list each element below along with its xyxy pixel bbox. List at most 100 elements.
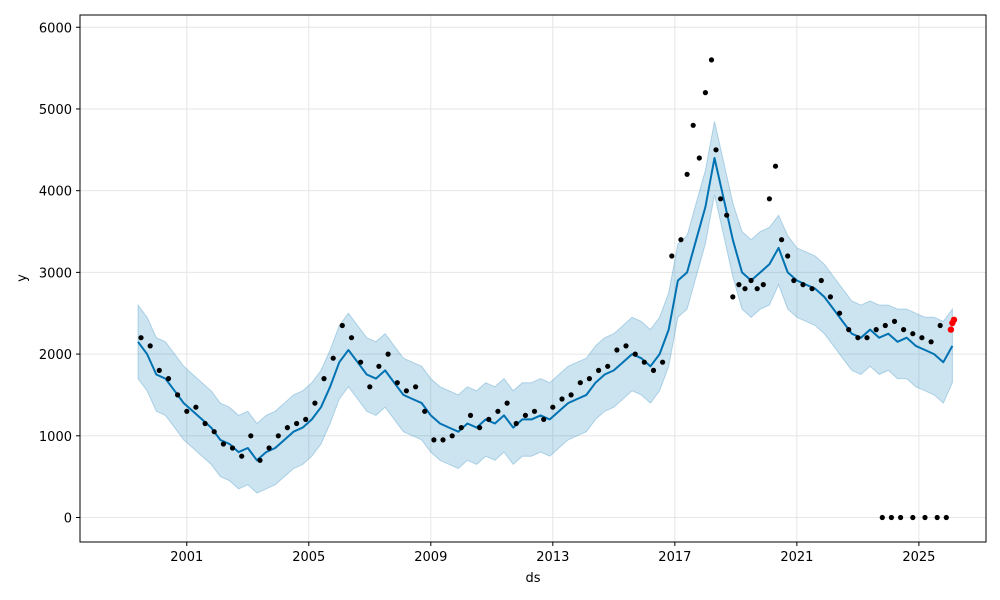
observed-point	[922, 514, 928, 521]
observed-point	[650, 367, 657, 373]
observed-point	[742, 286, 748, 292]
observed-point	[458, 425, 464, 431]
observed-point	[660, 359, 666, 365]
observed-point	[339, 322, 345, 329]
observed-point	[321, 376, 327, 382]
observed-point	[376, 363, 382, 369]
observed-point	[632, 351, 638, 357]
observed-point	[910, 331, 916, 337]
observed-point	[614, 347, 620, 353]
observed-point	[684, 171, 690, 177]
observed-point	[718, 196, 724, 202]
observed-point	[891, 318, 898, 324]
observed-point	[754, 286, 760, 292]
x-axis: 2001 2005 2009 2013 2017 2021 2025	[170, 542, 935, 565]
observed-point	[330, 355, 336, 361]
observed-point	[809, 286, 815, 292]
y-tick-label: 6000	[39, 21, 72, 36]
observed-point	[449, 433, 455, 439]
y-tick-label: 5000	[39, 103, 72, 118]
observed-point	[147, 343, 153, 349]
observed-point	[504, 400, 510, 406]
observed-point	[690, 122, 696, 128]
observed-point	[348, 335, 355, 341]
observed-point	[702, 90, 709, 96]
observed-point	[239, 453, 245, 459]
observed-point	[303, 416, 309, 422]
observed-point	[879, 514, 885, 521]
observed-point	[713, 147, 719, 153]
observed-point	[928, 339, 934, 345]
x-tick-label: 2021	[780, 550, 813, 565]
observed-point	[855, 335, 861, 341]
observed-point	[577, 380, 583, 386]
observed-point	[934, 514, 940, 521]
observed-point	[541, 416, 547, 422]
observed-point	[818, 277, 824, 284]
observed-point	[837, 310, 843, 316]
observed-point	[730, 294, 736, 300]
observed-point	[413, 384, 419, 390]
observed-point	[422, 408, 428, 414]
observed-point	[919, 335, 925, 341]
observed-point	[138, 335, 144, 341]
x-tick-label: 2013	[536, 550, 569, 565]
observed-point	[175, 392, 181, 398]
observed-point	[943, 514, 949, 521]
y-tick-label: 3000	[39, 266, 72, 281]
y-axis-title: y	[15, 274, 30, 282]
observed-point	[266, 445, 272, 451]
x-tick-label: 2025	[902, 550, 935, 565]
observed-point	[220, 441, 226, 447]
gridlines	[80, 15, 986, 542]
observed-point	[910, 514, 916, 521]
observed-point	[678, 237, 684, 243]
observed-point	[202, 420, 208, 427]
observed-point	[367, 384, 373, 390]
observed-point	[184, 408, 190, 414]
y-tick-label: 2000	[39, 348, 72, 363]
observed-point	[901, 327, 907, 333]
x-tick-label: 2001	[170, 550, 203, 565]
observed-point	[394, 380, 400, 386]
observed-point	[467, 412, 474, 418]
observed-point	[641, 359, 647, 365]
highlight-points-layer	[947, 316, 958, 333]
observed-point	[888, 514, 895, 521]
observed-point	[748, 277, 754, 284]
observed-point	[550, 404, 556, 410]
highlight-point	[947, 326, 955, 333]
observed-point	[669, 253, 675, 259]
observed-point	[937, 322, 943, 329]
observed-point	[760, 282, 766, 288]
observed-point	[248, 433, 254, 439]
observed-point	[779, 237, 785, 243]
plot-area-frame	[79, 14, 987, 543]
observed-points-layer	[138, 57, 949, 521]
observed-point	[559, 396, 565, 402]
y-tick-label: 1000	[39, 430, 72, 445]
observed-point	[312, 400, 318, 406]
observed-point	[440, 437, 446, 443]
observed-point	[477, 425, 483, 431]
observed-point	[531, 408, 538, 414]
observed-point	[736, 282, 742, 288]
observed-point	[275, 433, 281, 439]
observed-point	[156, 367, 162, 373]
observed-point	[873, 327, 879, 333]
observed-point	[696, 155, 702, 161]
observed-point	[791, 277, 797, 284]
observed-point	[708, 57, 715, 63]
highlight-point	[950, 316, 958, 323]
observed-point	[827, 294, 834, 300]
observed-point	[193, 404, 199, 410]
observed-point	[495, 408, 501, 414]
y-tick-label: 0	[64, 511, 72, 526]
observed-point	[385, 351, 391, 357]
observed-point	[898, 514, 904, 521]
observed-point	[785, 253, 791, 259]
x-tick-label: 2009	[414, 550, 447, 565]
observed-point	[724, 212, 730, 218]
y-axis: 0 1000 2000 3000 4000 5000 6000	[39, 21, 80, 526]
